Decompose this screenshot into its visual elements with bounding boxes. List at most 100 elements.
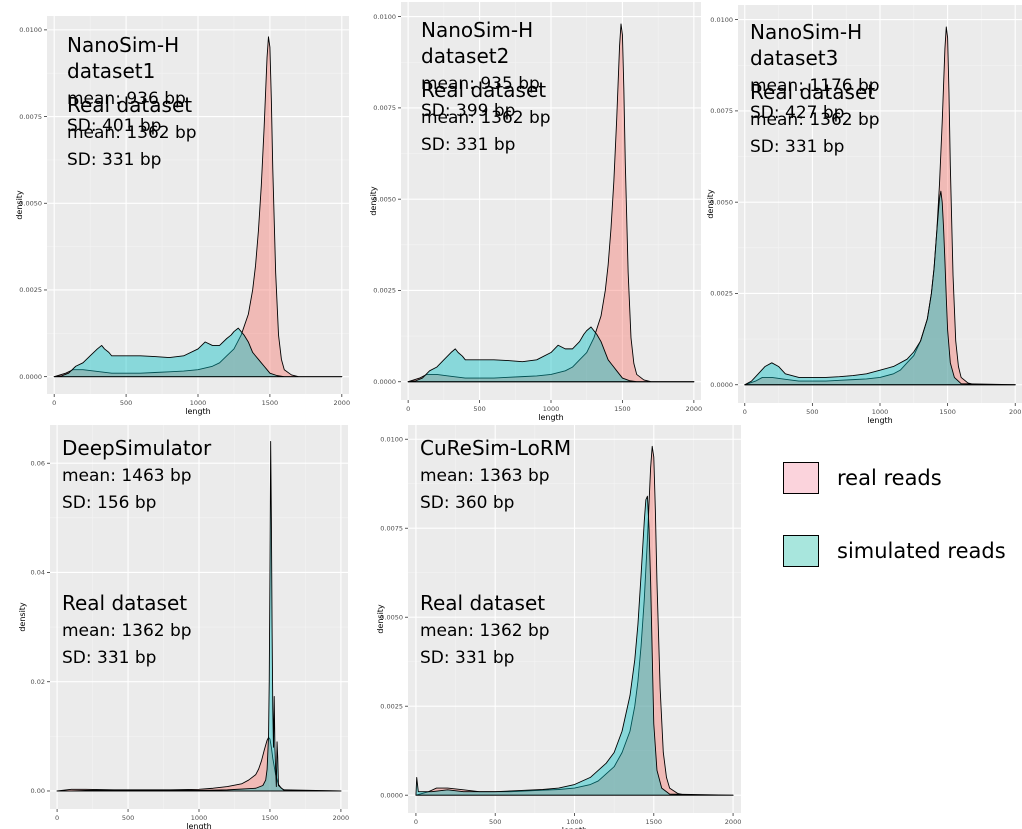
- real-dataset-stat: SD: 331 bp: [67, 150, 161, 170]
- density-panel-nanosim-dataset2: 0 500 1000 1500 2000 0.0000 0.0025 0.0050 0.0075…: [362, 0, 702, 422]
- y-tick-label: 0.04: [31, 569, 45, 577]
- x-tick-label: 1500: [262, 814, 279, 822]
- x-tick-label: 0: [743, 408, 747, 416]
- y-tick-label: 0.00: [31, 787, 45, 795]
- x-axis-title: length: [185, 407, 211, 416]
- real-dataset-title: Real dataset: [750, 80, 875, 104]
- y-axis-title: density: [18, 602, 27, 632]
- density-chart: 0 500 1000 1500 2000 0.0000 0.0025 0.0050 0.0075…: [369, 2, 702, 422]
- x-tick-label: 500: [473, 405, 485, 413]
- real-dataset-title: Real dataset: [62, 591, 187, 615]
- x-tick-label: 0: [406, 405, 410, 413]
- y-tick-label: 0.02: [31, 678, 45, 686]
- y-tick-label: 0.0050: [380, 613, 403, 621]
- x-tick-label: 1000: [543, 405, 560, 413]
- density-panel-nanosim-dataset3: 0 500 1000 1500 200 0.0000 0.0025 0.0050 0.0075 0…: [705, 0, 1022, 425]
- x-tick-label: 1000: [872, 408, 889, 416]
- real-dataset-title: Real dataset: [67, 93, 192, 117]
- y-tick-label: 0.0025: [373, 287, 396, 295]
- x-axis-title: length: [186, 822, 212, 829]
- simulator-stat: SD: 401 bp: [67, 116, 161, 136]
- x-axis-title: length: [562, 826, 588, 829]
- legend-label-simulated: simulated reads: [837, 539, 1006, 563]
- density-chart: 0 500 1000 1500 2000 0.0000 0.0025 0.0050 0.0075…: [376, 425, 742, 829]
- real-dataset-stat: mean: 1362 bp: [750, 110, 880, 130]
- x-tick-label: 1500: [939, 408, 956, 416]
- real-dataset-stat: mean: 1362 bp: [67, 123, 197, 143]
- y-tick-label: 0.0075: [380, 524, 403, 532]
- y-tick-label: 0.0025: [710, 290, 733, 298]
- simulated-reads-density: [744, 190, 1016, 386]
- simulator-stat: mean: 936 bp: [67, 89, 186, 109]
- y-axis-title: density: [706, 189, 715, 219]
- x-tick-label: 1500: [262, 399, 279, 407]
- x-tick-label: 200: [1009, 408, 1021, 416]
- y-tick-label: 0.0075: [373, 104, 396, 112]
- simulator-name: dataset1: [67, 59, 155, 83]
- y-tick-label: 0.0050: [710, 198, 733, 206]
- simulator-name: DeepSimulator: [62, 436, 212, 460]
- x-tick-label: 2000: [334, 399, 351, 407]
- simulator-name: NanoSim-H: [67, 33, 179, 57]
- y-axis-title: density: [369, 186, 378, 216]
- x-tick-label: 1000: [191, 814, 208, 822]
- real-dataset-stat: mean: 1362 bp: [421, 108, 551, 128]
- y-tick-label: 0.0025: [19, 286, 42, 294]
- x-tick-label: 500: [120, 399, 132, 407]
- legend-key-simulated: [783, 535, 819, 567]
- real-reads-density: [407, 23, 695, 383]
- y-tick-label: 0.06: [31, 459, 45, 467]
- y-tick-label: 0.0100: [710, 16, 733, 24]
- x-axis-title: length: [867, 416, 893, 425]
- y-tick-label: 0.0000: [710, 381, 733, 389]
- x-axis-title: length: [538, 413, 564, 422]
- y-tick-label: 0.0000: [19, 373, 42, 381]
- y-axis-title: density: [376, 604, 385, 634]
- x-tick-label: 2000: [725, 818, 742, 826]
- legend-label-real: real reads: [837, 466, 942, 490]
- x-tick-label: 500: [489, 818, 501, 826]
- y-tick-label: 0.0025: [380, 702, 403, 710]
- real-dataset-stat: mean: 1362 bp: [62, 621, 192, 641]
- x-tick-label: 1500: [614, 405, 631, 413]
- simulator-stat: SD: 427 bp: [750, 103, 844, 123]
- simulator-stat: mean: 935 bp: [421, 74, 540, 94]
- density-chart: 0 500 1000 1500 2000 0.00 0.02 0.04 0.06 length de…: [18, 425, 350, 829]
- real-dataset-stat: SD: 331 bp: [62, 648, 156, 668]
- simulator-stat: SD: 399 bp: [421, 101, 515, 121]
- x-tick-label: 1000: [190, 399, 207, 407]
- y-tick-label: 0.0100: [19, 26, 42, 34]
- simulated-reads-density: [53, 327, 343, 378]
- density-chart: 0 500 1000 1500 200 0.0000 0.0025 0.0050 0.0075 0…: [706, 5, 1022, 425]
- real-dataset-title: Real dataset: [421, 78, 546, 102]
- x-tick-label: 1000: [566, 818, 583, 826]
- fill-legend: real reads simulated reads: [783, 460, 1018, 580]
- x-tick-label: 2000: [333, 814, 350, 822]
- density-panel-nanosim-dataset1: 0 500 1000 1500 2000 0.0000 0.0025 0.0050 0.0075…: [8, 0, 350, 418]
- y-tick-label: 0.0100: [380, 435, 403, 443]
- real-reads-density: [53, 36, 343, 378]
- real-dataset-title: Real dataset: [420, 591, 545, 615]
- density-panel-curesim-lorm: 0 500 1000 1500 2000 0.0000 0.0025 0.0050 0.0075…: [358, 422, 743, 829]
- simulator-stat: mean: 1463 bp: [62, 466, 192, 486]
- density-panel-deepsimulator: 0 500 1000 1500 2000 0.00 0.02 0.04 0.06 length de…: [0, 422, 350, 829]
- simulator-stat: SD: 156 bp: [62, 493, 156, 513]
- legend-item-simulated: simulated reads: [783, 533, 1006, 569]
- y-tick-label: 0.0050: [19, 199, 42, 207]
- simulator-name: CuReSim-LoRM: [420, 436, 571, 460]
- simulated-reads-density: [56, 440, 342, 792]
- y-tick-label: 0.0075: [710, 107, 733, 115]
- x-tick-label: 0: [52, 399, 56, 407]
- simulator-stat: SD: 360 bp: [420, 493, 514, 513]
- real-dataset-stat: mean: 1362 bp: [420, 621, 550, 641]
- y-tick-label: 0.0000: [373, 378, 396, 386]
- x-tick-label: 0: [414, 818, 418, 826]
- x-tick-label: 2000: [686, 405, 703, 413]
- y-tick-label: 0.0075: [19, 113, 42, 121]
- simulator-name: NanoSim-H: [421, 18, 533, 42]
- y-tick-label: 0.0050: [373, 195, 396, 203]
- x-tick-label: 0: [55, 814, 59, 822]
- y-axis-title: density: [15, 190, 24, 220]
- simulator-stat: mean: 1176 bp: [750, 76, 880, 96]
- legend-item-real: real reads: [783, 460, 942, 496]
